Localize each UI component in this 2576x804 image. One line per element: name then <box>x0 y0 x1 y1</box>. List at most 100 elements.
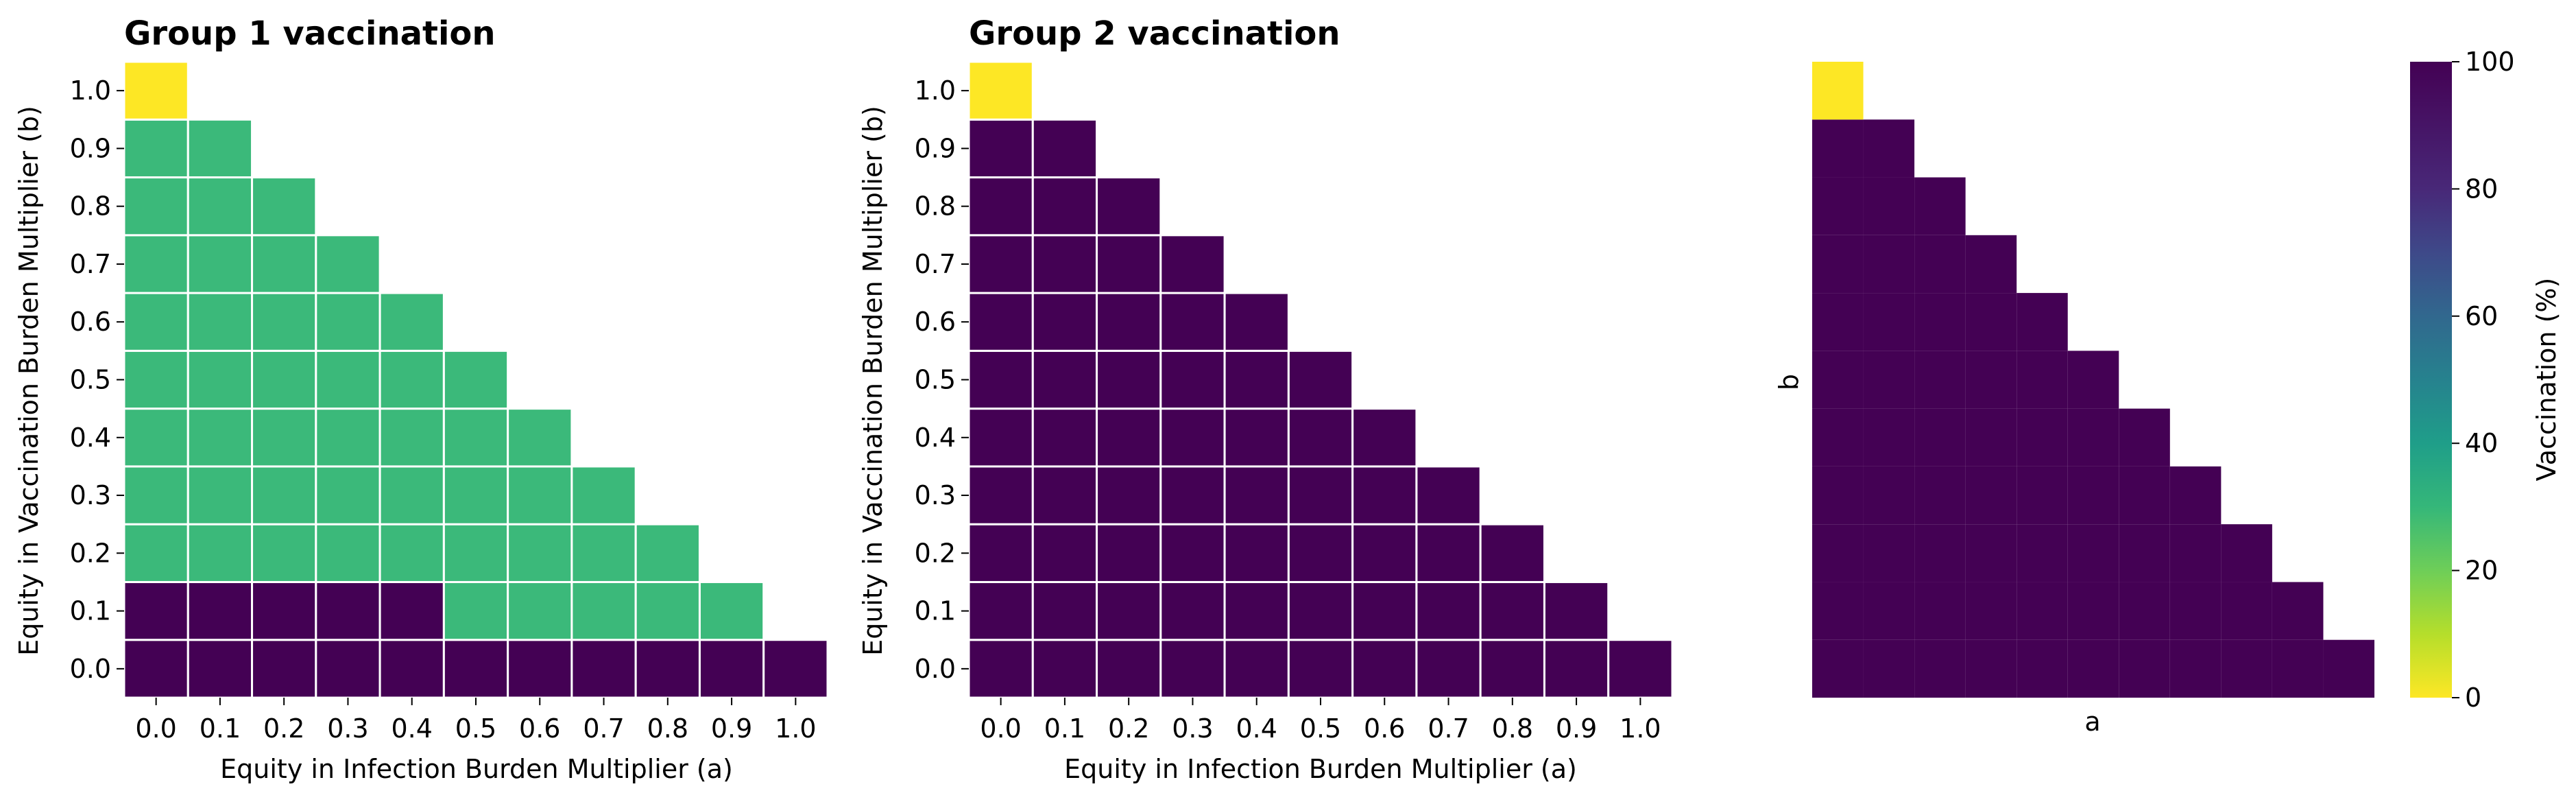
total-cell-a3-b1 <box>1965 582 2017 640</box>
total-cell-a5-b1 <box>2067 582 2119 640</box>
group1-cell-a0-b3 <box>123 465 189 525</box>
total-cell-a5-b3 <box>2067 466 2119 525</box>
total-cell-a1-b2 <box>1863 524 1915 582</box>
group1-cell-a5-b5 <box>442 349 509 410</box>
total-cell-a0-b7 <box>1812 235 1864 294</box>
group1-y-tick-label: 0.6 <box>70 307 111 337</box>
group2-x-tick-label: 0.2 <box>1108 713 1149 744</box>
total-cell-a3-b7 <box>1965 235 2017 294</box>
group1-cell-a5-b4 <box>442 407 509 468</box>
group2-cell-a6-b3 <box>1351 465 1418 525</box>
total-cell-a4-b2 <box>2017 524 2068 582</box>
group2-x-tick-label: 0.0 <box>980 713 1021 744</box>
total-cell-a1-b3 <box>1863 466 1915 525</box>
total-cell-a0-b0 <box>1812 639 1864 698</box>
group2-cell-a9-b0 <box>1543 639 1610 699</box>
colorbar-tick-label: 60 <box>2465 301 2498 331</box>
group2-y-tick-label: 0.0 <box>915 654 956 684</box>
total-cell-a0-b5 <box>1812 351 1864 409</box>
group2-y-tick-label: 0.9 <box>915 133 956 163</box>
group1-cell-a0-b0 <box>123 639 189 699</box>
total-cell-a10-b0 <box>2323 639 2374 698</box>
group1-cell-a1-b0 <box>186 639 254 699</box>
group2-cell-a10-b0 <box>1607 639 1674 699</box>
group1-cell-a1-b6 <box>186 292 254 352</box>
group2-cell-a2-b4 <box>1096 407 1162 468</box>
group1-cell-a10-b0 <box>762 639 829 699</box>
colorbar-tick-label: 100 <box>2465 47 2515 77</box>
group1-x-tick-label: 0.4 <box>392 713 433 744</box>
group2-cell-a4-b4 <box>1223 407 1290 468</box>
group2-y-axis-label: Equity in Vaccination Burden Multiplier … <box>858 106 888 656</box>
group2-x-axis-label: Equity in Infection Burden Multiplier (a… <box>1064 754 1577 784</box>
group1-cell-a3-b4 <box>315 407 381 468</box>
group1-cell-a3-b7 <box>315 234 381 294</box>
group1-y-tick-label: 0.0 <box>70 654 111 684</box>
group1-cell-a0-b2 <box>123 523 189 583</box>
group1-cell-a6-b2 <box>507 523 573 583</box>
group2-cell-a0-b3 <box>967 465 1034 525</box>
colorbar-tick-label: 40 <box>2465 428 2498 458</box>
group1-cell-a1-b1 <box>186 580 254 641</box>
group2-cell-a3-b6 <box>1159 292 1226 352</box>
group2-cell-a2-b7 <box>1096 234 1162 294</box>
group2-cell-a0-b6 <box>967 292 1034 352</box>
group1-cell-a4-b0 <box>378 639 445 699</box>
group1-cell-a5-b1 <box>442 580 509 641</box>
total-cell-a6-b3 <box>2119 466 2170 525</box>
group2-cells <box>967 60 1674 699</box>
group1-cell-a1-b3 <box>186 465 254 525</box>
group2-cell-a1-b2 <box>1031 523 1098 583</box>
total-cell-a2-b6 <box>1914 293 1966 351</box>
group2-y-tick-label: 0.4 <box>915 423 956 453</box>
group2-x-tick-label: 0.1 <box>1044 713 1085 744</box>
group2-cell-a0-b9 <box>967 118 1034 179</box>
group1-cell-a1-b8 <box>186 176 254 237</box>
group1-x-tick-label: 0.7 <box>583 713 624 744</box>
group2-cell-a7-b2 <box>1415 523 1482 583</box>
group2-y-ticks: 0.0 0.1 0.2 0.3 0.4 0.5 0.6 0.7 0.8 0.9 1.0 <box>915 75 969 684</box>
total-cell-a8-b2 <box>2221 524 2272 582</box>
group2-cell-a7-b0 <box>1415 639 1482 699</box>
group1-cell-a4-b1 <box>378 580 445 641</box>
total-cell-a2-b1 <box>1914 582 1966 640</box>
group2-heatmap: Group 2 vaccination 0.0 0.1 0.2 0.3 0.4 0.5 0.… <box>858 14 1674 784</box>
group1-x-axis-label: Equity in Infection Burden Multiplier (a… <box>220 754 733 784</box>
group1-x-tick-label: 0.2 <box>263 713 304 744</box>
group1-y-tick-label: 0.2 <box>70 538 111 568</box>
group2-cell-a7-b1 <box>1415 580 1482 641</box>
total-cell-a2-b4 <box>1914 408 1966 466</box>
total-cell-a5-b2 <box>2067 524 2119 582</box>
group1-cell-a0-b9 <box>123 118 189 179</box>
total-cell-a0-b6 <box>1812 293 1864 351</box>
group1-cell-a1-b5 <box>186 349 254 410</box>
colorbar-tick-label: 0 <box>2465 683 2481 713</box>
group1-cell-a7-b0 <box>570 639 637 699</box>
group1-cell-a0-b8 <box>123 176 189 237</box>
total-cell-a8-b1 <box>2221 582 2272 640</box>
group1-x-tick-label: 0.3 <box>327 713 368 744</box>
group2-cell-a4-b3 <box>1223 465 1290 525</box>
group2-cell-a1-b5 <box>1031 349 1098 410</box>
group1-cell-a2-b0 <box>251 639 317 699</box>
group2-cell-a5-b2 <box>1287 523 1354 583</box>
group2-cell-a1-b0 <box>1031 639 1098 699</box>
group1-x-tick-label: 0.9 <box>711 713 752 744</box>
group2-cell-a7-b3 <box>1415 465 1482 525</box>
group1-y-tick-label: 0.3 <box>70 480 111 510</box>
group2-cell-a5-b1 <box>1287 580 1354 641</box>
total-cell-a0-b8 <box>1812 177 1864 235</box>
group2-cell-a8-b1 <box>1479 580 1545 641</box>
group1-cell-a7-b1 <box>570 580 637 641</box>
group1-cell-a2-b6 <box>251 292 317 352</box>
total-cell-a3-b0 <box>1965 639 2017 698</box>
group2-cell-a6-b2 <box>1351 523 1418 583</box>
group1-cell-a3-b5 <box>315 349 381 410</box>
total-cell-a2-b3 <box>1914 466 1966 525</box>
group1-y-tick-label: 0.8 <box>70 191 111 222</box>
group2-cell-a5-b4 <box>1287 407 1354 468</box>
group1-cell-a0-b1 <box>123 580 189 641</box>
colorbar-gradient <box>2410 62 2452 698</box>
group1-cell-a8-b0 <box>634 639 701 699</box>
total-y-axis-label: b <box>1774 374 1804 390</box>
